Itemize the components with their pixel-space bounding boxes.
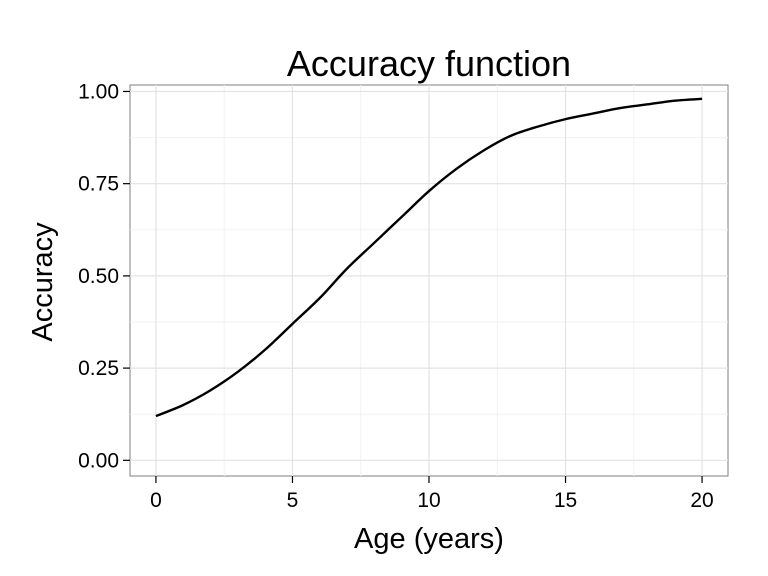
series-layer — [155, 97, 703, 418]
y-tick-label: 0.50 — [78, 265, 119, 288]
x-axis: 0 5 10 15 20 — [150, 476, 714, 512]
y-axis: 0.00 0.25 0.50 0.75 1.00 — [78, 80, 130, 472]
x-tick-label: 0 — [150, 489, 162, 512]
y-tick-label: 0.00 — [78, 449, 119, 472]
x-tick-label: 15 — [554, 489, 577, 512]
major-gridlines — [130, 85, 728, 476]
x-tick-label: 10 — [417, 489, 440, 512]
y-axis-label: Accuracy — [27, 222, 59, 342]
x-tick-label: 5 — [287, 489, 299, 512]
y-tick-label: 0.25 — [78, 357, 119, 380]
x-axis-label: Age (years) — [354, 523, 504, 555]
accuracy-curve — [155, 97, 703, 418]
y-tick-label: 0.75 — [78, 173, 119, 196]
y-tick-label: 1.00 — [78, 80, 119, 103]
x-tick-label: 20 — [690, 489, 713, 512]
chart-title: Accuracy function — [287, 43, 571, 84]
